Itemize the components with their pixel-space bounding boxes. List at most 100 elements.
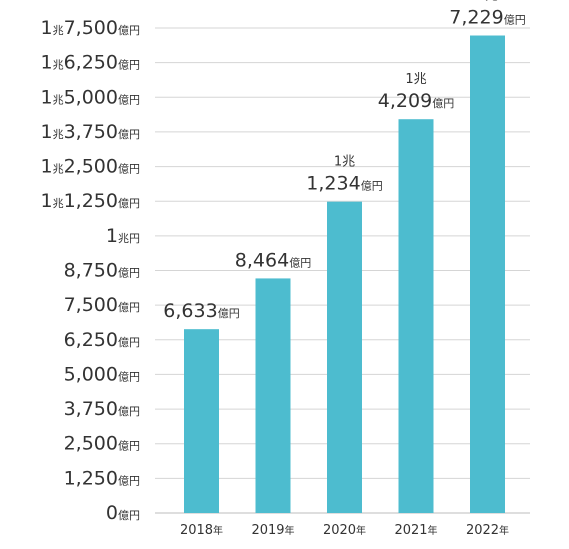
y-tick-prefix-unit: 兆 [53,128,64,141]
y-tick-unit: 億円 [118,509,140,522]
bars [184,35,505,514]
y-tick-unit: 億円 [118,59,140,72]
y-tick-unit: 億円 [118,474,140,487]
y-tick-number: 1 [106,225,118,247]
x-tick-year: 2021 [394,523,427,538]
y-tick-number: 3,750 [64,121,118,143]
y-tick-prefix: 1 [41,190,53,212]
y-tick-prefix: 1 [41,86,53,108]
y-tick-prefix: 1 [41,121,53,143]
y-tick-number: 7,500 [64,294,118,316]
x-tick-unit: 年 [213,524,223,537]
y-tick-number: 5,000 [64,363,118,385]
y-tick-label: 1兆6,250億円 [41,52,141,74]
data-label-number: 4,209 [378,90,432,112]
y-tick-prefix: 1 [41,156,53,178]
y-tick-unit: 億円 [118,301,140,314]
data-label-unit: 億円 [218,307,240,320]
x-tick-year: 2018 [180,523,213,538]
data-label: 6,633億円 [163,300,239,322]
data-label-number: 7,229 [449,7,503,29]
y-tick-label: 1兆7,500億円 [41,17,141,39]
x-tick-label: 2018年 [180,523,223,538]
data-label-number: 6,633 [163,300,217,322]
x-tick-label: 2020年 [323,523,366,538]
y-tick-unit: 兆円 [118,232,140,245]
bar-2020 [327,201,362,513]
y-tick-prefix-unit: 兆 [53,24,64,37]
y-tick-unit: 億円 [118,440,140,453]
y-tick-label: 1,250億円 [64,467,140,489]
y-tick-number: 1,250 [64,467,118,489]
y-tick-number: 8,750 [64,260,118,282]
data-label: 4,209億円 [378,90,454,112]
data-label-top: 1兆 [405,72,426,87]
y-tick-unit: 億円 [118,128,140,141]
data-labels: 6,633億円8,464億円1兆1,234億円1兆4,209億円1兆7,229億… [163,0,525,322]
x-tick-unit: 年 [428,524,438,537]
y-tick-label: 1兆1,250億円 [41,190,141,212]
y-tick-label: 1兆3,750億円 [41,121,141,143]
y-tick-prefix-unit: 兆 [53,163,64,176]
y-tick-unit: 億円 [118,336,140,349]
data-label: 7,229億円 [449,7,525,29]
y-tick-label: 1兆円 [106,225,140,247]
y-tick-number: 5,000 [64,86,118,108]
x-tick-label: 2021年 [394,523,437,538]
x-tick-unit: 年 [499,524,509,537]
y-tick-label: 2,500億円 [64,433,140,455]
data-label-unit: 億円 [289,256,311,269]
y-tick-number: 2,500 [64,156,118,178]
data-label: 8,464億円 [235,249,311,271]
y-tick-unit: 億円 [118,24,140,37]
y-tick-unit: 億円 [118,267,140,280]
x-tick-unit: 年 [285,524,295,537]
bar-2022 [470,35,505,514]
x-axis-ticks: 2018年 2019年 2020年 2021年 2022年 [180,523,509,538]
x-tick-year: 2020 [323,523,356,538]
data-label-top: 1兆 [477,0,498,4]
y-tick-label: 5,000億円 [64,363,140,385]
bar-2018 [184,329,219,513]
y-tick-prefix-unit: 兆 [53,59,64,72]
y-tick-unit: 億円 [118,163,140,176]
y-tick-label: 0億円 [106,502,140,524]
y-tick-number: 6,250 [64,52,118,74]
data-label-unit: 億円 [361,180,383,193]
data-label-unit: 億円 [504,14,526,27]
y-tick-unit: 億円 [118,405,140,418]
data-label-unit: 億円 [432,97,454,110]
y-tick-label: 8,750億円 [64,260,140,282]
y-tick-unit: 億円 [118,93,140,106]
y-tick-number: 6,250 [64,329,118,351]
x-tick-label: 2019年 [251,523,294,538]
y-tick-unit: 億円 [118,370,140,383]
y-tick-number: 2,500 [64,433,118,455]
x-tick-unit: 年 [356,524,366,537]
data-label-number: 1,234 [306,173,360,195]
y-tick-label: 1兆5,000億円 [41,86,141,108]
x-tick-year: 2022 [466,523,499,538]
x-tick-label: 2022年 [466,523,509,538]
data-label-top: 1兆 [334,155,355,170]
x-tick-year: 2019 [251,523,284,538]
y-tick-prefix-unit: 兆 [53,197,64,210]
bar-2019 [255,278,291,513]
y-tick-label: 1兆2,500億円 [41,156,141,178]
y-tick-number: 7,500 [64,17,118,39]
y-tick-prefix: 1 [41,17,53,39]
y-tick-unit: 億円 [118,197,140,210]
y-tick-number: 3,750 [64,398,118,420]
y-tick-prefix: 1 [41,52,53,74]
data-label: 1,234億円 [306,173,382,195]
y-tick-label: 6,250億円 [64,329,140,351]
y-tick-prefix-unit: 兆 [53,93,64,106]
y-tick-number: 1,250 [64,190,118,212]
y-tick-label: 3,750億円 [64,398,140,420]
y-tick-label: 7,500億円 [64,294,140,316]
y-tick-number: 0 [106,502,118,524]
data-label-number: 8,464 [235,249,289,271]
y-axis-ticks: 0億円1,250億円2,500億円3,750億円5,000億円6,250億円7,… [41,17,141,524]
bar-2021 [398,119,434,514]
